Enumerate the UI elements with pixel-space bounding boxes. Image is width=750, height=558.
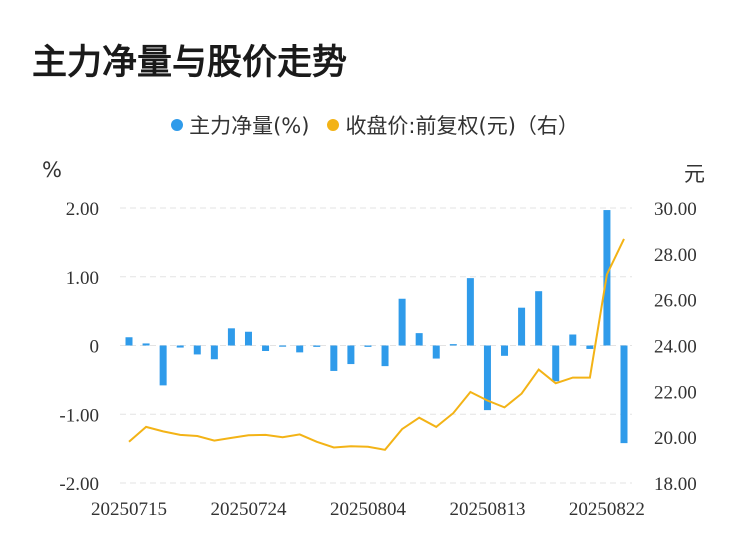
bar (125, 337, 133, 346)
bar (483, 345, 491, 411)
right-tick-label: 28.00 (654, 245, 697, 266)
bar (398, 298, 406, 346)
bar (142, 343, 150, 346)
right-tick-label: 30.00 (654, 199, 697, 220)
left-tick-label: 2.00 (66, 199, 99, 220)
bar (364, 345, 372, 347)
bar (432, 345, 440, 359)
bar (415, 333, 423, 346)
bar (535, 291, 543, 346)
bar (210, 345, 218, 360)
legend-bar-label: 主力净量(%) (189, 114, 310, 138)
x-tick-label: 20250822 (569, 499, 645, 520)
legend: 主力净量(%) 收盘价:前复权(元)（右） (0, 110, 750, 140)
legend-line-marker (327, 119, 340, 131)
bar (244, 331, 252, 346)
grid-lines (120, 207, 632, 484)
left-tick-label: -1.00 (59, 405, 99, 426)
x-tick-label: 20250715 (91, 499, 167, 520)
bar (279, 345, 287, 347)
bar (381, 345, 389, 367)
bar (586, 345, 594, 349)
bar (296, 345, 304, 353)
price-line (128, 238, 625, 451)
bar-series (125, 210, 628, 444)
bar (466, 278, 474, 346)
bar (449, 344, 457, 346)
left-axis-ticks: 2.00 1.00 0 -1.00 -2.00 (59, 199, 99, 495)
left-axis-unit: % (42, 158, 62, 182)
right-tick-label: 20.00 (654, 428, 697, 449)
x-tick-label: 20250813 (449, 499, 525, 520)
left-tick-label: 0 (90, 337, 100, 358)
right-tick-label: 26.00 (654, 291, 697, 312)
left-tick-label: 1.00 (66, 268, 99, 289)
chart-title: 主力净量与股价走势 (32, 43, 348, 83)
x-axis-ticks: 20250715 20250724 20250804 20250813 20250822 (91, 499, 645, 520)
right-tick-label: 18.00 (654, 474, 697, 495)
legend-item-line[interactable]: 收盘价:前复权(元)（右） (327, 110, 579, 140)
bar (330, 345, 338, 371)
bar (347, 345, 355, 365)
legend-line-label: 收盘价:前复权(元)（右） (345, 114, 579, 138)
bar (620, 345, 628, 444)
right-axis-unit: 元 (684, 162, 705, 186)
bar (176, 345, 184, 348)
right-tick-label: 22.00 (654, 382, 697, 403)
legend-item-bar[interactable]: 主力净量(%) (171, 110, 309, 140)
x-tick-label: 20250724 (210, 499, 287, 520)
bar (313, 345, 321, 347)
x-tick-label: 20250804 (330, 499, 407, 520)
bar (227, 328, 235, 346)
bar (518, 307, 526, 346)
bar (193, 345, 201, 355)
bar (569, 334, 577, 346)
bar (262, 345, 270, 351)
bar (552, 345, 560, 382)
right-tick-label: 24.00 (654, 337, 697, 358)
left-tick-label: -2.00 (59, 474, 99, 495)
legend-bar-marker (171, 119, 184, 131)
bar (501, 345, 509, 356)
bar (159, 345, 167, 386)
right-axis-ticks: 30.00 28.00 26.00 24.00 22.00 20.00 18.00 (654, 199, 697, 495)
